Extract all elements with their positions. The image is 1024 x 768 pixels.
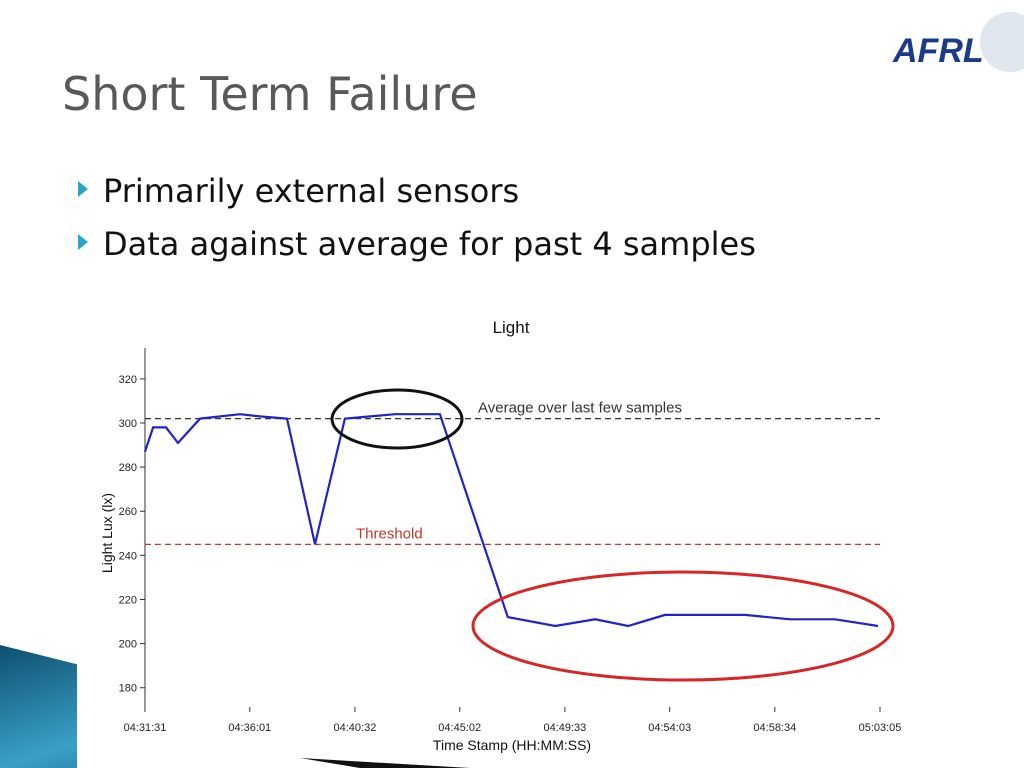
y-tick-label: 240 <box>119 550 137 562</box>
logo-globe <box>980 12 1024 72</box>
bullet-icon <box>78 181 88 197</box>
reference-label: Threshold <box>356 525 423 542</box>
data-line <box>143 413 879 628</box>
chart-panel <box>77 300 1024 768</box>
y-tick-label: 300 <box>119 418 137 430</box>
decoration <box>300 758 470 768</box>
x-tick-label: 04:58:34 <box>753 722 796 734</box>
x-tick-label: 04:31:31 <box>124 722 167 734</box>
bullet: Primarily external sensors <box>103 172 519 210</box>
x-tick-label: 04:54:03 <box>648 722 691 734</box>
x-axis-label: Time Stamp (HH:MM:SS) <box>433 737 591 753</box>
y-tick-label: 320 <box>119 374 137 386</box>
bullet: Data against average for past 4 samples <box>103 225 756 263</box>
y-tick-label: 280 <box>119 462 137 474</box>
y-tick-label: 180 <box>119 683 137 695</box>
x-tick-label: 04:36:01 <box>228 722 271 734</box>
logo: AFRL <box>892 32 984 70</box>
slide-title: Short Term Failure <box>62 67 478 121</box>
bullet-icon <box>78 234 88 250</box>
y-tick-label: 220 <box>119 594 137 606</box>
highlight-ellipse <box>471 570 895 682</box>
x-tick-label: 05:03:05 <box>859 722 902 734</box>
x-tick-label: 04:40:32 <box>334 722 377 734</box>
plot: 180 200 220 240 260 280 300 320 04:31:31 04:36:01… <box>119 348 902 734</box>
reference-label: Average over last few samples <box>478 400 682 417</box>
y-tick-label: 260 <box>119 506 137 518</box>
highlight-ellipse <box>330 388 464 450</box>
y-tick-label: 200 <box>119 639 137 651</box>
x-tick-label: 04:45:02 <box>438 722 481 734</box>
chart-title: Light <box>493 318 530 337</box>
y-axis-label: Light Lux (lx) <box>99 493 115 573</box>
x-tick-label: 04:49:33 <box>543 722 586 734</box>
